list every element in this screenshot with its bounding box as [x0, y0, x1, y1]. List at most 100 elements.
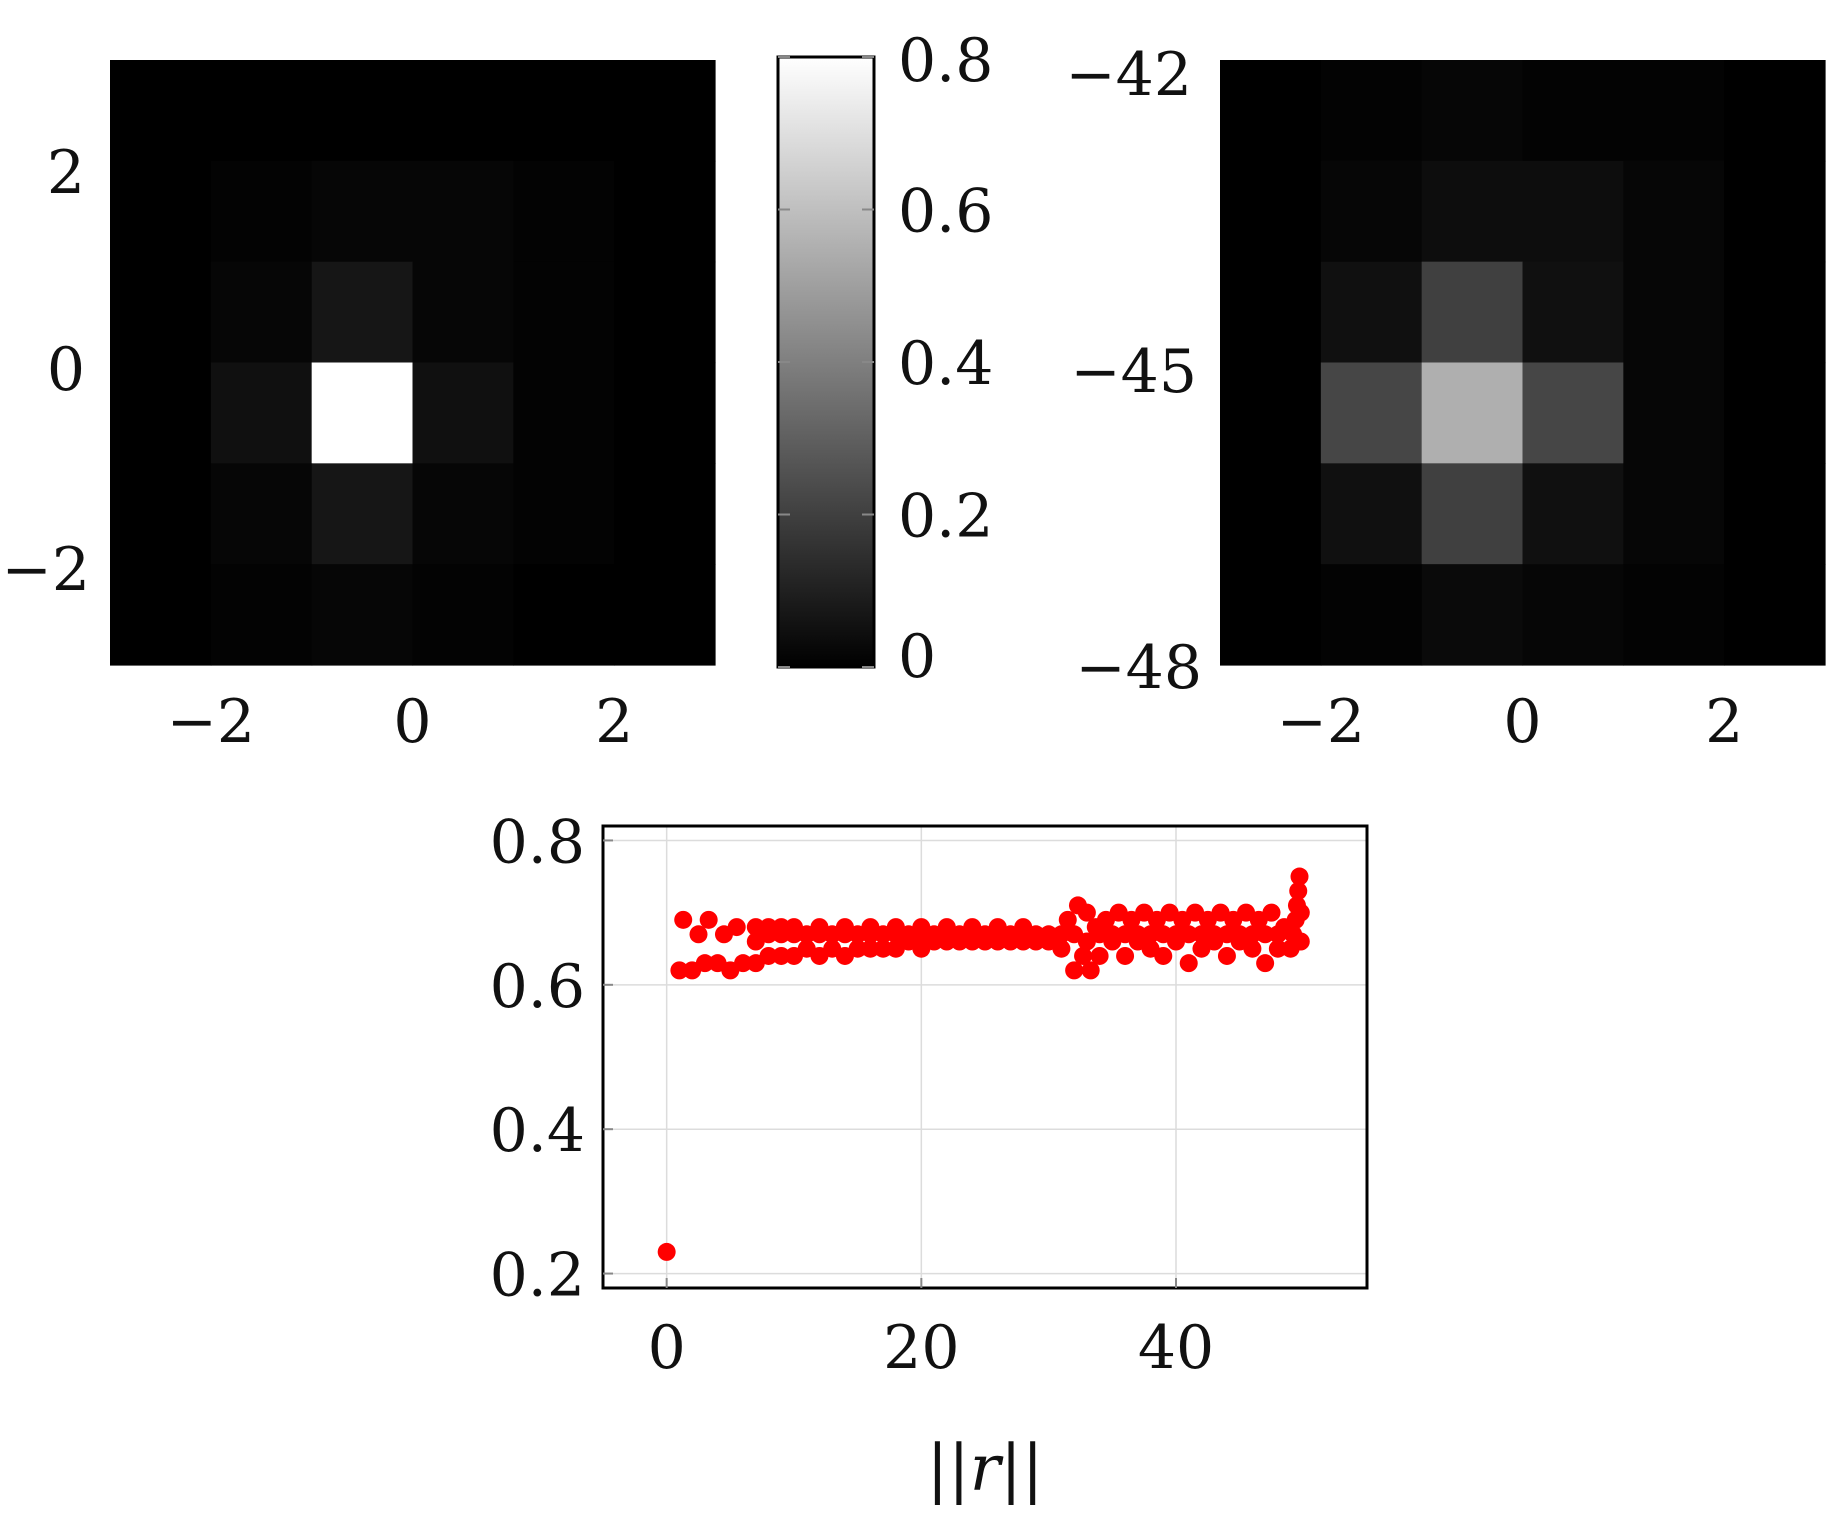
- scatter-point: [1154, 925, 1173, 944]
- right-heatmap-cell-r1c1: [1320, 160, 1423, 263]
- right-heatmap-cell-r2c5: [1724, 261, 1826, 364]
- right-heatmap-cell-r2c4: [1623, 261, 1725, 364]
- scatter-point: [1217, 925, 1236, 944]
- scatter-points: [657, 867, 1310, 1261]
- left-heatmap-cell-r1c0: [110, 160, 212, 263]
- scatter-plot-area: [603, 826, 1367, 1288]
- right-heatmap-cell-r3c5: [1724, 362, 1826, 464]
- scatter-point: [1230, 925, 1249, 944]
- scatter-point: [734, 954, 753, 973]
- scatter-point: [1262, 903, 1281, 922]
- right-heatmap-cell-r1c5: [1724, 160, 1826, 263]
- scatter-point: [1192, 925, 1211, 944]
- right-heatmap-cell-r3c2: [1421, 362, 1524, 464]
- right-heatmap-cell-r4c1: [1320, 463, 1423, 565]
- colorbar-gradient: [776, 55, 876, 669]
- right-heatmap-x-ticks: −2 0 2: [1277, 687, 1744, 757]
- scatter-point: [1081, 961, 1100, 980]
- left-heatmap-cell-r4c3: [412, 463, 514, 565]
- scatter-point: [1291, 903, 1310, 922]
- right-heatmap-panel: −2 0 2 −42 −45 −48: [1065, 40, 1826, 757]
- left-heatmap-y-tick-label: 2: [47, 138, 85, 208]
- scatter-point: [1290, 867, 1309, 886]
- right-heatmap-cell-r3c4: [1623, 362, 1725, 464]
- left-heatmap-x-tick-label: −2: [167, 687, 255, 757]
- scatter-point: [699, 910, 718, 929]
- scatter-point: [1217, 946, 1236, 965]
- scatter-point: [912, 918, 931, 937]
- right-heatmap-x-tick-label: 0: [1503, 687, 1541, 757]
- right-heatmap-cell-r0c1: [1320, 60, 1423, 162]
- right-heatmap-cell-r2c0: [1220, 261, 1322, 364]
- right-heatmap-y-ticks: −42 −45 −48: [1065, 40, 1202, 703]
- scatter-x-tick-label: 20: [883, 1313, 959, 1383]
- colorbar-tick-label: 0.6: [898, 177, 993, 247]
- scatter-point: [848, 939, 867, 958]
- scatter-point: [674, 910, 693, 929]
- scatter-grid: [603, 826, 1367, 1288]
- scatter-x-ticks: 0 20 40: [648, 1278, 1214, 1383]
- scatter-point: [1052, 939, 1071, 958]
- left-heatmap-cell-r3c5: [614, 362, 716, 464]
- scatter-point: [759, 918, 778, 937]
- right-heatmap-cell-r1c2: [1421, 160, 1524, 263]
- scatter-panel: 0 20 40 0.2 0.4 0.6 0.8 ||r||: [490, 807, 1369, 1506]
- colorbar-tick-label: 0.8: [898, 26, 993, 96]
- colorbar-tick-label: 0.4: [898, 329, 993, 399]
- scatter-point: [1179, 954, 1198, 973]
- left-heatmap-cell-r1c2: [311, 160, 414, 263]
- left-heatmap-cell-r4c5: [614, 463, 716, 565]
- scatter-x-tick-label: 0: [648, 1313, 686, 1383]
- scatter-point: [1116, 946, 1135, 965]
- scatter-point: [1179, 925, 1198, 944]
- right-heatmap-cell-r0c4: [1623, 60, 1725, 162]
- right-heatmap-cell-r0c2: [1421, 60, 1524, 162]
- left-heatmap-cell-r0c0: [110, 60, 212, 162]
- right-heatmap-cell-r5c5: [1724, 564, 1826, 666]
- left-heatmap-cell-r1c1: [210, 160, 313, 263]
- right-heatmap-cell-r5c1: [1320, 564, 1423, 666]
- left-heatmap-cell-r3c4: [513, 362, 615, 464]
- left-heatmap-cell-r3c1: [210, 362, 313, 464]
- scatter-point: [1268, 939, 1287, 958]
- right-heatmap-y-tick-label: −45: [1070, 337, 1197, 407]
- left-heatmap-cell-r4c2: [311, 463, 414, 565]
- left-heatmap-cell-r5c5: [614, 564, 716, 666]
- scatter-point: [1103, 925, 1122, 944]
- left-heatmap-x-ticks: −2 0 2: [167, 687, 634, 757]
- right-heatmap-cell-r3c1: [1320, 362, 1423, 464]
- right-heatmap-cell-r5c2: [1421, 564, 1524, 666]
- scatter-point: [963, 918, 982, 937]
- left-heatmap-cell-r0c4: [513, 60, 615, 162]
- left-heatmap-cell-r5c0: [110, 564, 212, 666]
- left-heatmap-y-ticks: 2 0 −2: [2, 138, 90, 605]
- scatter-frame: [601, 824, 1369, 1290]
- scatter-point: [1014, 918, 1033, 937]
- right-heatmap-cell-r2c3: [1522, 261, 1624, 364]
- left-heatmap-x-tick-label: 0: [393, 687, 431, 757]
- scatter-point: [861, 939, 880, 958]
- right-heatmap-cell-r0c5: [1724, 60, 1826, 162]
- left-heatmap-cell-r3c3: [412, 362, 514, 464]
- scatter-y-tick-label: 0.2: [490, 1241, 585, 1311]
- scatter-point: [1291, 932, 1310, 951]
- scatter-x-tick-label: 40: [1138, 1313, 1214, 1383]
- scatter-point: [1268, 925, 1287, 944]
- left-heatmap-cell-r2c0: [110, 261, 212, 364]
- left-heatmap-y-tick-label: 0: [47, 335, 85, 405]
- scatter-point: [1205, 925, 1224, 944]
- scatter-point: [1141, 925, 1160, 944]
- left-heatmap-cell-r0c1: [210, 60, 313, 162]
- scatter-point: [689, 925, 708, 944]
- left-heatmap-cell-r1c4: [513, 160, 615, 263]
- left-heatmap-cell-r2c3: [412, 261, 514, 364]
- left-heatmap-cell-r5c3: [412, 564, 514, 666]
- right-heatmap-cells: [1220, 60, 1826, 666]
- scatter-point: [1090, 946, 1109, 965]
- scatter-x-axis-label: ||r||: [927, 1432, 1044, 1506]
- left-heatmap-cell-r5c4: [513, 564, 615, 666]
- left-heatmap-cell-r0c3: [412, 60, 514, 162]
- left-heatmap-cell-r4c4: [513, 463, 615, 565]
- right-heatmap-cell-r1c0: [1220, 160, 1322, 263]
